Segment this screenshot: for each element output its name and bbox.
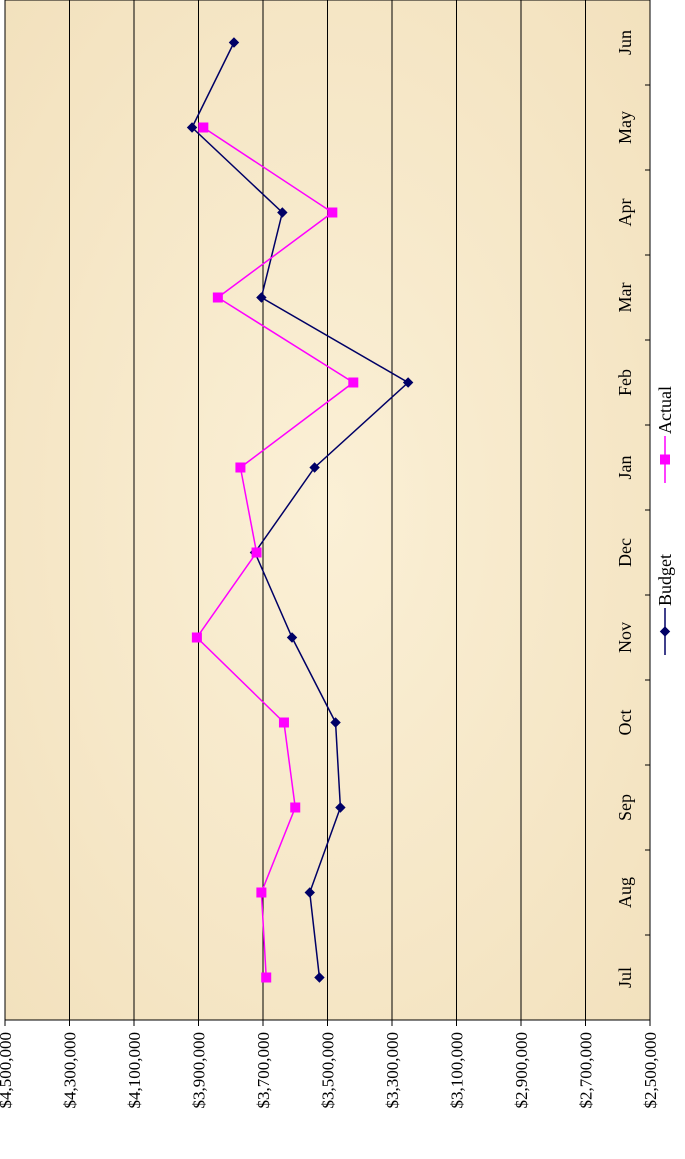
value-axis-tick-label: $3,900,000 — [190, 1032, 209, 1109]
series-line-budget — [191, 42, 410, 978]
category-axis-tick-label: May — [615, 111, 635, 144]
data-point-actual — [212, 292, 223, 303]
data-point-budget — [330, 717, 341, 728]
value-axis-tick-label: $3,100,000 — [448, 1032, 467, 1109]
data-point-budget — [335, 802, 346, 813]
legend-marker — [660, 454, 670, 465]
legend-item-actual: Actual — [655, 386, 675, 483]
data-point-actual — [348, 377, 359, 388]
data-point-actual — [261, 972, 272, 983]
category-axis-tick-label: Sep — [615, 794, 635, 821]
legend: Budget Actual — [655, 386, 675, 655]
value-axis-tick-label: $3,500,000 — [319, 1032, 338, 1109]
category-axis-tick-label: Mar — [615, 283, 635, 313]
series — [186, 37, 414, 983]
data-point-actual — [256, 887, 267, 898]
data-point-budget — [228, 37, 240, 48]
category-axis-tick-label: Feb — [615, 369, 635, 396]
value-axis-tick-label: $4,100,000 — [125, 1032, 144, 1109]
category-axis-tick-label: Aug — [615, 877, 635, 908]
category-axis-tick-label: Jun — [615, 30, 635, 55]
value-axis-tick-label: $4,500,000 — [0, 1032, 15, 1109]
category-axis-tick-label: Dec — [615, 538, 635, 567]
data-point-actual — [327, 207, 338, 218]
data-point-budget — [314, 972, 325, 983]
value-axis-tick-label: $4,300,000 — [61, 1032, 80, 1109]
axes: $2,500,000 $2,700,000 $2,900,000 $3,100,000… — [0, 0, 660, 1109]
legend-item-budget: Budget — [655, 554, 675, 655]
data-point-actual — [251, 547, 262, 558]
category-axis-tick-label: Nov — [615, 622, 635, 653]
value-axis-tick-label: $2,900,000 — [512, 1032, 531, 1109]
data-point-budget — [286, 632, 298, 643]
data-point-actual — [198, 122, 209, 133]
data-point-budget — [277, 207, 288, 218]
data-point-budget — [309, 462, 320, 473]
legend-label: Actual — [655, 386, 675, 434]
data-point-budget — [402, 377, 414, 388]
data-point-budget — [256, 292, 267, 303]
value-axis-tick-label: $3,300,000 — [383, 1032, 402, 1109]
category-axis-tick-label: Jul — [615, 967, 635, 988]
legend-label: Budget — [655, 554, 675, 606]
category-axis-tick-label: Oct — [615, 710, 635, 736]
value-axis-tick-label: $2,700,000 — [577, 1032, 596, 1109]
data-point-actual — [191, 632, 202, 643]
value-axis-tick-label: $3,700,000 — [254, 1032, 273, 1109]
data-point-budget — [304, 887, 315, 898]
data-point-actual — [235, 462, 246, 473]
series-actual — [191, 122, 359, 983]
category-axis-tick-label: Jan — [615, 456, 635, 480]
data-point-actual — [290, 802, 301, 813]
value-axis-tick-label: $2,500,000 — [641, 1032, 660, 1109]
category-axis-tick-label: Apr — [615, 199, 635, 227]
legend-marker — [659, 626, 671, 637]
data-point-budget — [186, 122, 198, 133]
data-point-actual — [278, 717, 289, 728]
